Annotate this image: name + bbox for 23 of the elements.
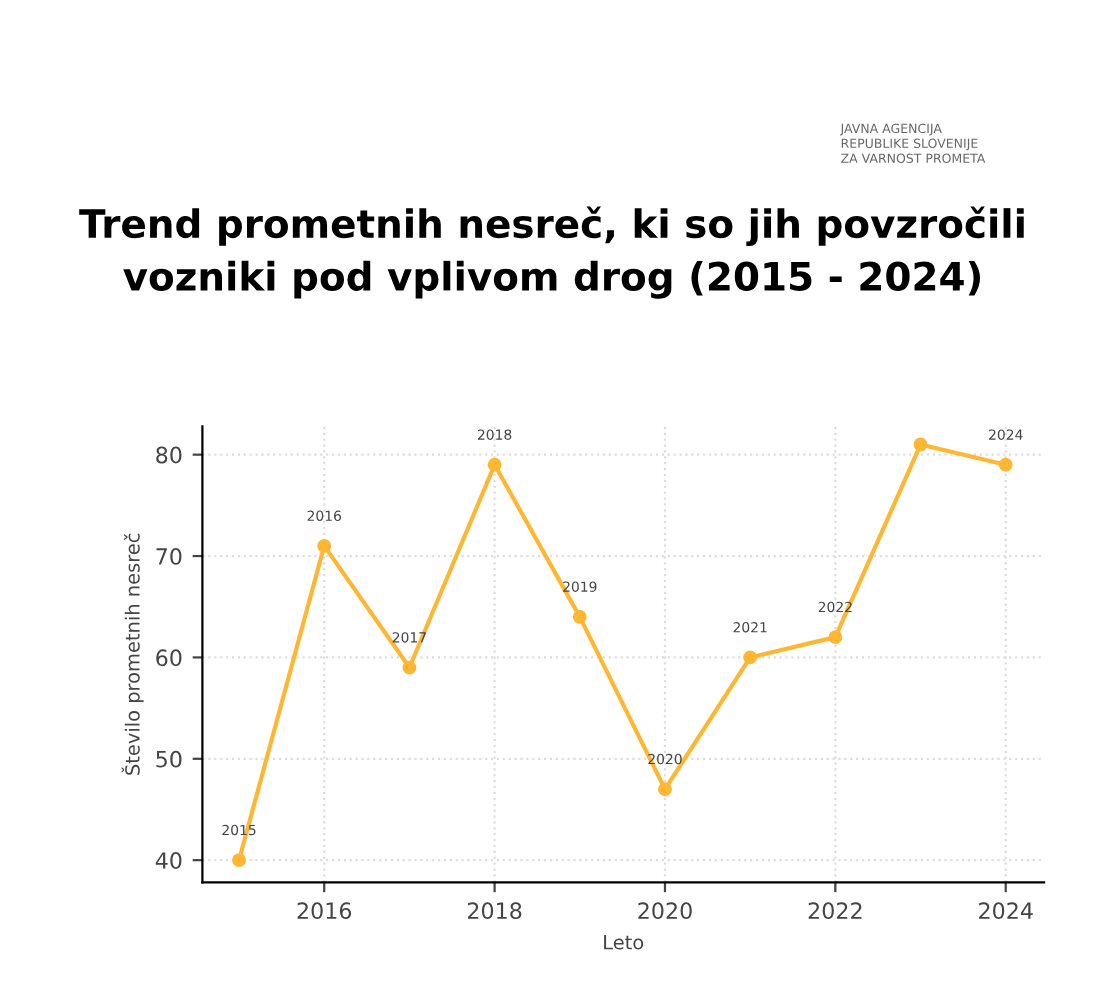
y-tick-label: 70: [156, 547, 182, 565]
point: [998, 457, 1013, 472]
point: [572, 609, 587, 624]
point: [743, 650, 758, 665]
x-tick-label: 2024: [979, 902, 1033, 920]
point: [913, 437, 928, 452]
x-tick-label: 2018: [467, 902, 522, 920]
y-tick-label: 60: [156, 649, 182, 667]
y-tick-label: 80: [156, 446, 182, 464]
point: [828, 630, 843, 645]
y-tick-label: 40: [155, 852, 182, 869]
y-tick-label: 50: [156, 750, 182, 768]
x-tick-label: 2016: [297, 902, 352, 920]
point: [487, 457, 502, 472]
point: [658, 782, 672, 797]
point: [317, 538, 332, 553]
x-tick-label: 2022: [808, 902, 862, 920]
chart-title: Trend prometnih nesreč, ki so jih povzročili vozniki pod vplivom drog (2015 - 2024): [79, 206, 1024, 299]
y-axis-title: Število prometnih nesreč: [121, 533, 144, 775]
point: [232, 853, 246, 868]
x-tick-label: 2020: [638, 902, 692, 920]
point: [402, 660, 417, 675]
x-axis-title: Leto: [604, 935, 644, 950]
